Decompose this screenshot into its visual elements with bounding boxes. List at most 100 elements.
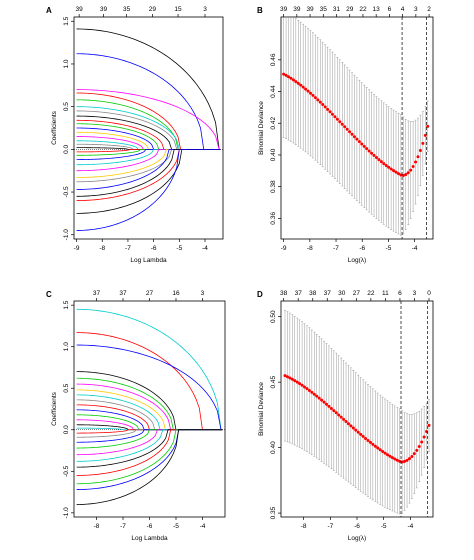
cv-point — [322, 400, 326, 404]
cv-point — [379, 160, 383, 164]
coefficient-path — [76, 148, 221, 178]
cv-point — [282, 72, 286, 76]
y-tick-label: 0.38 — [270, 180, 277, 193]
cv-point — [295, 380, 299, 384]
cv-point — [395, 458, 399, 462]
x-tick-label: -5 — [176, 245, 182, 252]
x-tick-label: -7 — [120, 523, 126, 530]
cv-point — [416, 155, 420, 159]
cv-point — [350, 132, 354, 136]
plot-area — [283, 301, 431, 517]
cv-point — [327, 404, 331, 408]
y-tick-label: 0.5 — [63, 102, 70, 111]
cv-point — [371, 442, 375, 446]
coefficient-path — [76, 28, 221, 150]
cv-point — [304, 87, 308, 91]
cv-point — [356, 430, 360, 434]
coefficient-path — [76, 308, 223, 431]
cv-point — [301, 85, 305, 89]
y-axis-title: Binomial Deviance — [258, 101, 265, 155]
top-tick-label: 4 — [401, 6, 405, 13]
coefficient-path — [76, 148, 221, 160]
cv-point — [406, 171, 410, 175]
y-tick-label: 0.5 — [63, 383, 70, 392]
top-tick-label: 39 — [306, 6, 314, 13]
cv-point — [384, 163, 388, 167]
coefficient-path — [76, 89, 221, 150]
coefficient-path — [76, 110, 221, 150]
cv-point — [361, 434, 365, 438]
coefficient-path — [76, 419, 223, 431]
top-tick-label: 16 — [172, 290, 180, 297]
y-axis-title: Coefficients — [51, 391, 58, 426]
panel-letter: A — [46, 6, 52, 15]
cv-point — [386, 453, 390, 457]
y-tick-label: 0.42 — [270, 117, 277, 130]
cv-point — [365, 147, 369, 151]
cv-point — [404, 173, 408, 177]
y-tick-label: 0.0 — [63, 144, 70, 153]
top-tick-label: 35 — [123, 6, 131, 13]
coefficient-path — [76, 409, 223, 431]
coefficient-path — [76, 429, 223, 438]
cv-point — [324, 402, 328, 406]
cv-point — [422, 435, 426, 439]
coefficient-path — [76, 148, 221, 197]
cv-point — [420, 440, 424, 444]
coefficient-path — [76, 148, 221, 231]
top-tick-label: 3 — [413, 290, 417, 297]
cv-point — [383, 451, 387, 455]
y-tick-label: 0.45 — [270, 375, 277, 388]
top-tick-label: 37 — [93, 290, 101, 297]
plot-frame — [73, 16, 224, 240]
cv-point — [403, 459, 407, 463]
coefficient-path — [76, 344, 223, 431]
top-tick-label: 29 — [346, 6, 354, 13]
x-axis-title: Log(λ) — [348, 535, 366, 542]
top-tick-label: 11 — [382, 290, 389, 297]
cv-point — [417, 444, 421, 448]
cv-point — [313, 96, 317, 100]
y-tick-label: -0.5 — [63, 465, 70, 477]
coefficient-path — [76, 429, 223, 449]
cv-point — [401, 173, 405, 177]
coefficient-path — [76, 429, 223, 456]
cv-point — [338, 120, 342, 124]
cv-point — [305, 387, 309, 391]
cv-point — [377, 158, 381, 162]
top-tick-label: 29 — [149, 6, 157, 13]
cv-point — [414, 160, 418, 164]
cv-point — [287, 75, 291, 79]
cv-point — [310, 390, 314, 394]
coefficient-path — [76, 148, 221, 183]
cv-point — [345, 127, 349, 131]
cv-point — [333, 115, 337, 119]
top-tick-label: 39 — [76, 6, 84, 13]
coefficient-path — [76, 399, 223, 431]
cv-point — [335, 117, 339, 121]
cv-point — [378, 448, 382, 452]
cv-point — [398, 459, 402, 463]
cv-point — [312, 392, 316, 396]
cv-point — [396, 172, 400, 176]
cv-point — [412, 452, 416, 456]
x-tick-label: -6 — [354, 523, 360, 530]
coefficient-path — [76, 377, 223, 431]
x-tick-label: -4 — [412, 245, 418, 252]
cv-point — [418, 148, 422, 152]
top-tick-label: 35 — [320, 6, 328, 13]
x-tick-label: -9 — [74, 245, 80, 252]
coefficient-path — [76, 332, 223, 431]
coefficient-path — [76, 429, 223, 462]
panel-c: C -8 -7 -6 -5 -4 -1.0 -0.5 0.0 0.5 1.0 1.5 37 37 27 16 3… — [46, 290, 226, 542]
coefficient-path — [76, 53, 221, 150]
y-tick-label: 0.40 — [270, 441, 277, 454]
coefficient-path — [76, 371, 223, 431]
cv-point — [300, 383, 304, 387]
coefficient-path — [76, 394, 223, 431]
cv-point — [381, 449, 385, 453]
cv-point — [405, 458, 409, 462]
y-tick-label: -1.0 — [63, 229, 70, 241]
cv-point — [388, 454, 392, 458]
coefficient-path — [76, 148, 221, 153]
